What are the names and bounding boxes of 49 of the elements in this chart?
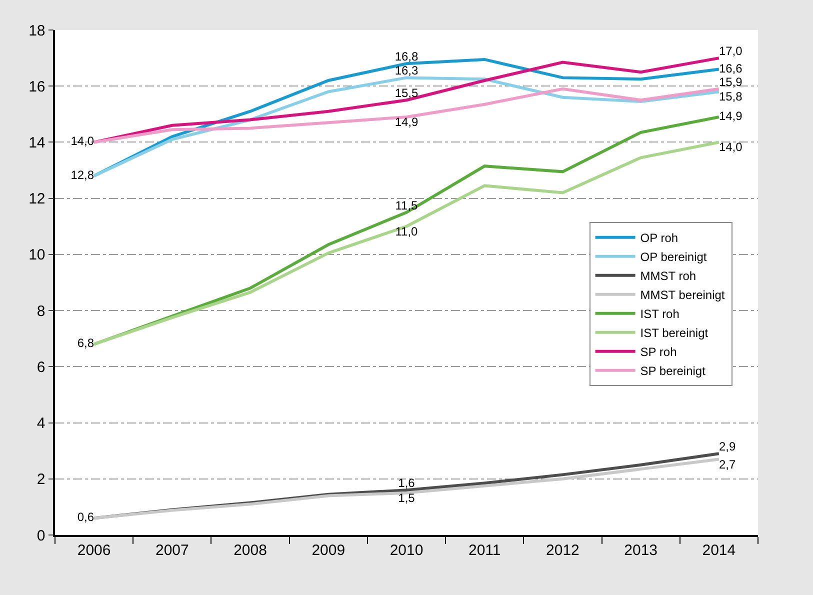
x-tick-label: 2013: [624, 542, 658, 559]
x-tick-label: 2008: [234, 542, 267, 559]
data-label: 12,8: [70, 168, 94, 182]
data-label: 11,5: [395, 198, 418, 212]
data-label: 2,7: [718, 457, 736, 472]
y-tick-label: 2: [36, 471, 46, 488]
data-label: 15,8: [718, 90, 743, 104]
legend-label: IST bereinigt: [640, 326, 709, 340]
data-label: 6,8: [77, 336, 94, 350]
x-tick-label: 2012: [546, 542, 580, 559]
legend-label: SP roh: [640, 345, 677, 360]
line-series: [92, 76, 720, 178]
x-tick-label: 2011: [468, 542, 501, 559]
line-series: [92, 87, 720, 144]
y-tick-label: 4: [36, 415, 46, 432]
y-tick-label: 6: [36, 358, 46, 376]
y-tick-label: 10: [28, 246, 46, 264]
y-tick-label: 0: [36, 527, 46, 544]
y-tick-label: 18: [28, 22, 46, 40]
x-tick-label: 2007: [155, 542, 189, 559]
data-label: 15,5: [394, 86, 418, 100]
data-label: 14,0: [718, 140, 743, 154]
data-label: 16,8: [394, 50, 418, 64]
legend-label: MMST bereinigt: [640, 288, 726, 302]
y-tick-label: 14: [28, 134, 46, 152]
data-label: 1,5: [398, 490, 416, 505]
data-label: 14,0: [70, 134, 94, 148]
legend-label: OP bereinigt: [640, 250, 708, 264]
data-label: 1,6: [398, 476, 416, 490]
data-label: 16,6: [718, 61, 743, 76]
y-tick-label: 12: [28, 190, 46, 208]
legend-label: SP bereinigt: [640, 364, 706, 378]
y-tick-label: 8: [36, 302, 46, 320]
y-tick-label: 16: [28, 78, 46, 96]
data-label: 2,9: [718, 440, 736, 454]
legend-label: IST roh: [640, 307, 680, 322]
x-tick-label: 2009: [312, 542, 346, 559]
x-tick-label: 2014: [702, 542, 736, 559]
x-tick-label: 2006: [77, 542, 111, 559]
data-label: 14,9: [718, 108, 743, 123]
legend-label: OP roh: [640, 231, 678, 246]
data-label: 17,0: [718, 44, 743, 58]
data-label: 0,6: [77, 510, 94, 524]
data-label: 16,3: [394, 64, 418, 78]
x-tick-label: 2010: [390, 542, 424, 559]
data-label: 14,9: [394, 114, 418, 129]
data-label: 15,9: [718, 74, 743, 89]
legend-label: MMST roh: [640, 269, 696, 284]
data-label: 11,0: [395, 224, 418, 238]
